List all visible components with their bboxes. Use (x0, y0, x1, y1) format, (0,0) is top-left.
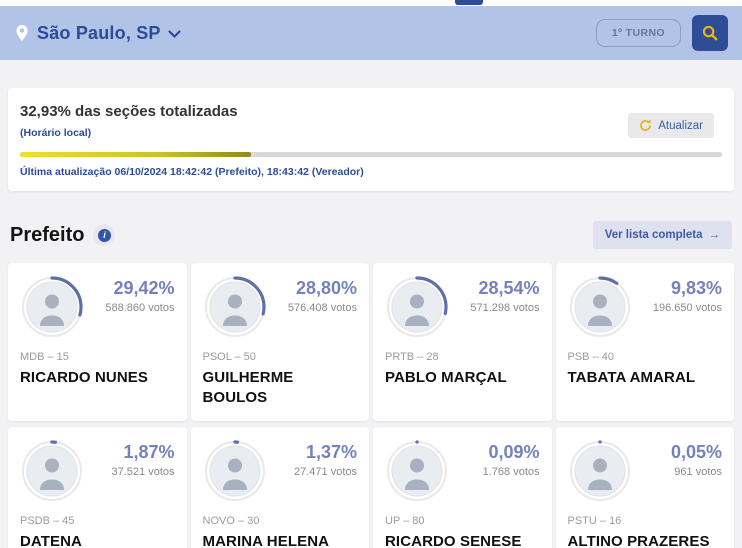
totalization-progress-bar (20, 152, 722, 157)
candidate-name: MARINA HELENA (202, 533, 330, 548)
candidate-votes: 576.408 votos (287, 302, 357, 314)
candidate-party: PRTB – 28 (385, 351, 439, 363)
location-title: São Paulo, SP (37, 22, 161, 43)
candidate-percent: 9,83% (670, 278, 722, 298)
search-button[interactable] (692, 15, 728, 51)
candidate-party: PSOL – 50 (202, 351, 256, 363)
main-content: 32,93% das seções totalizadas (Horário l… (0, 88, 742, 548)
candidate-percent: 1,37% (305, 442, 357, 462)
candidate-card[interactable]: 0,05% 961 votos PSTU – 16 ALTINO PRAZERE… (555, 427, 734, 548)
candidate-party: PSB – 40 (567, 351, 614, 363)
header: São Paulo, SP 1º TURNO (0, 6, 742, 60)
candidate-votes: 571.298 votos (470, 302, 540, 314)
candidate-name: PABLO MARÇAL (385, 369, 507, 386)
candidate-votes: 588.860 votos (105, 302, 175, 314)
candidate-votes: 1.768 votos (482, 466, 540, 478)
candidate-votes: 37.521 votos (111, 466, 175, 478)
candidate-photo (385, 439, 449, 503)
last-update-text: Última atualização 06/10/2024 18:42:42 (… (20, 166, 364, 178)
candidate-percent: 0,09% (488, 442, 540, 462)
candidate-name: RICARDO NUNES (20, 369, 148, 386)
candidate-name: GUILHERME BOULOS (202, 369, 294, 406)
candidate-party: MDB – 15 (20, 351, 69, 363)
candidate-votes: 196.650 votos (652, 302, 722, 314)
candidate-photo (20, 275, 84, 339)
see-full-list-button[interactable]: Ver lista completa → (592, 221, 732, 249)
totalization-card: 32,93% das seções totalizadas (Horário l… (8, 88, 734, 191)
candidate-card[interactable]: 1,87% 37.521 votos PSDB – 45 DATENA (8, 427, 187, 548)
candidate-name: ALTINO PRAZERES (567, 533, 710, 548)
candidate-card[interactable]: 0,09% 1.768 votos UP – 80 RICARDO SENESE (373, 427, 552, 548)
refresh-label: Atualizar (658, 119, 703, 132)
arrow-right-icon: → (708, 229, 721, 241)
candidate-photo (568, 439, 632, 503)
top-tab-indicator (455, 0, 483, 5)
chevron-down-icon (168, 30, 181, 39)
candidate-card[interactable]: 28,80% 576.408 votos PSOL – 50 GUILHERME… (190, 263, 369, 421)
page-title: Prefeito (10, 223, 85, 246)
section-header: Prefeito i Ver lista completa → (8, 221, 734, 249)
info-icon[interactable]: i (93, 224, 116, 246)
candidate-card[interactable]: 28,54% 571.298 votos PRTB – 28 PABLO MAR… (373, 263, 552, 421)
search-icon (701, 24, 719, 42)
candidate-card[interactable]: 1,37% 27.471 votos NOVO – 30 MARINA HELE… (190, 427, 369, 548)
candidate-percent: 29,42% (113, 278, 175, 298)
candidate-percent: 28,54% (478, 278, 540, 298)
candidate-percent: 1,87% (123, 442, 175, 462)
candidate-photo (385, 275, 449, 339)
candidate-name: TABATA AMARAL (567, 369, 696, 386)
candidate-name: DATENA (20, 533, 82, 548)
refresh-icon (639, 119, 652, 132)
candidate-votes: 961 votos (674, 466, 722, 478)
candidate-name: RICARDO SENESE (385, 533, 522, 548)
candidate-percent: 0,05% (670, 442, 722, 462)
top-strip (0, 0, 742, 6)
candidate-photo (203, 275, 267, 339)
candidate-card[interactable]: 9,83% 196.650 votos PSB – 40 TABATA AMAR… (555, 263, 734, 421)
candidate-photo (568, 275, 632, 339)
timezone-note: (Horário local) (20, 127, 92, 139)
candidate-photo (203, 439, 267, 503)
candidate-party: UP – 80 (385, 515, 425, 527)
candidate-photo (20, 439, 84, 503)
refresh-button[interactable]: Atualizar (628, 113, 714, 138)
totalization-title: 32,93% das seções totalizadas (20, 103, 238, 120)
location-pin-icon (14, 24, 30, 42)
candidate-party: NOVO – 30 (202, 515, 260, 527)
candidates-grid: 29,42% 588.860 votos MDB – 15 RICARDO NU… (8, 263, 734, 548)
candidate-party: PSDB – 45 (20, 515, 75, 527)
candidate-percent: 28,80% (295, 278, 357, 298)
candidate-votes: 27.471 votos (294, 466, 357, 478)
candidate-card[interactable]: 29,42% 588.860 votos MDB – 15 RICARDO NU… (8, 263, 187, 421)
candidate-party: PSTU – 16 (567, 515, 622, 527)
totalization-progress-fill (20, 152, 252, 157)
location-selector[interactable]: São Paulo, SP (14, 23, 181, 44)
round-badge[interactable]: 1º TURNO (595, 19, 681, 47)
